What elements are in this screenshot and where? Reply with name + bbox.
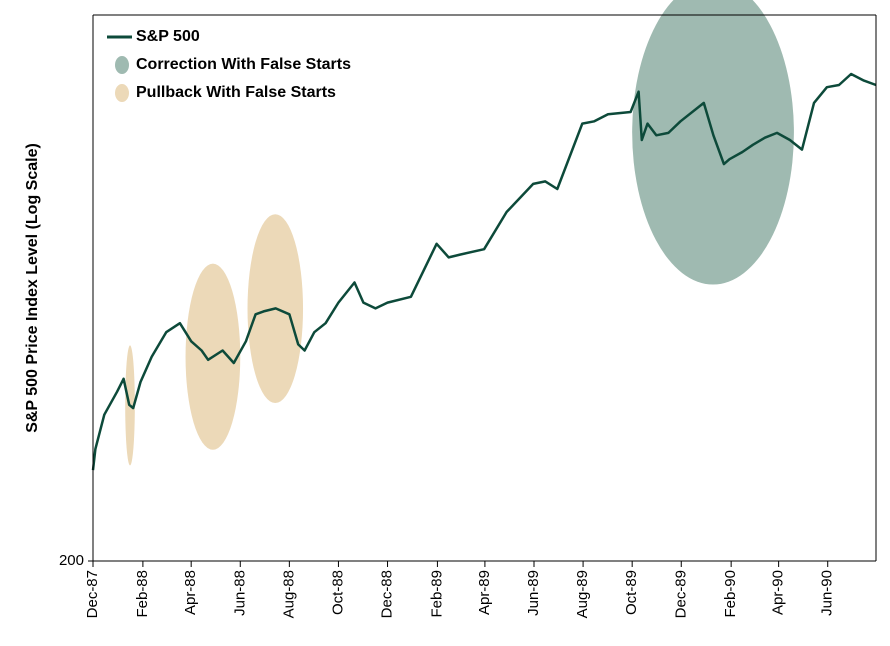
- x-tick-label-Aug-88: Aug-88: [280, 570, 297, 618]
- legend: S&P 500 Correction With False Starts Pullb…: [107, 28, 351, 102]
- y-tick-label-200: 200: [59, 552, 84, 569]
- x-tick-label-Jun-89: Jun-89: [525, 570, 542, 616]
- y-ticks: 200: [59, 552, 93, 569]
- x-tick-label-Oct-89: Oct-89: [623, 570, 640, 615]
- legend-swatch-correction: [115, 56, 129, 74]
- x-tick-label-Dec-87: Dec-87: [84, 570, 101, 618]
- x-tick-label-Apr-88: Apr-88: [182, 570, 199, 615]
- x-tick-label-Feb-90: Feb-90: [722, 570, 739, 618]
- x-tick-label-Feb-88: Feb-88: [134, 570, 151, 618]
- highlight-regions: [125, 0, 794, 466]
- price-line-layer: [91, 72, 877, 471]
- series-line-sp500: [91, 72, 877, 471]
- x-tick-label-Feb-89: Feb-89: [428, 570, 445, 618]
- x-tick-label-Jun-90: Jun-90: [819, 570, 836, 616]
- legend-label-correction: Correction With False Starts: [136, 56, 351, 73]
- legend-label-pullback: Pullback With False Starts: [136, 84, 336, 101]
- y-axis-label: S&P 500 Price Index Level (Log Scale): [24, 143, 41, 433]
- x-tick-label-Dec-89: Dec-89: [672, 570, 689, 618]
- x-tick-label-Jun-88: Jun-88: [231, 570, 248, 616]
- legend-label-line: S&P 500: [136, 28, 200, 45]
- x-ticks: Dec-87 Feb-88 Apr-88 Jun-88 Aug-88 Oct-88 Dec-…: [84, 561, 836, 618]
- legend-swatch-pullback: [115, 84, 129, 102]
- x-tick-label-Aug-89: Aug-89: [574, 570, 591, 618]
- x-tick-label-Dec-88: Dec-88: [378, 570, 395, 618]
- x-tick-label-Oct-88: Oct-88: [329, 570, 346, 615]
- x-tick-label-Apr-90: Apr-90: [770, 570, 787, 615]
- correction-highlight-4: [632, 0, 794, 285]
- x-tick-label-Apr-89: Apr-89: [476, 570, 493, 615]
